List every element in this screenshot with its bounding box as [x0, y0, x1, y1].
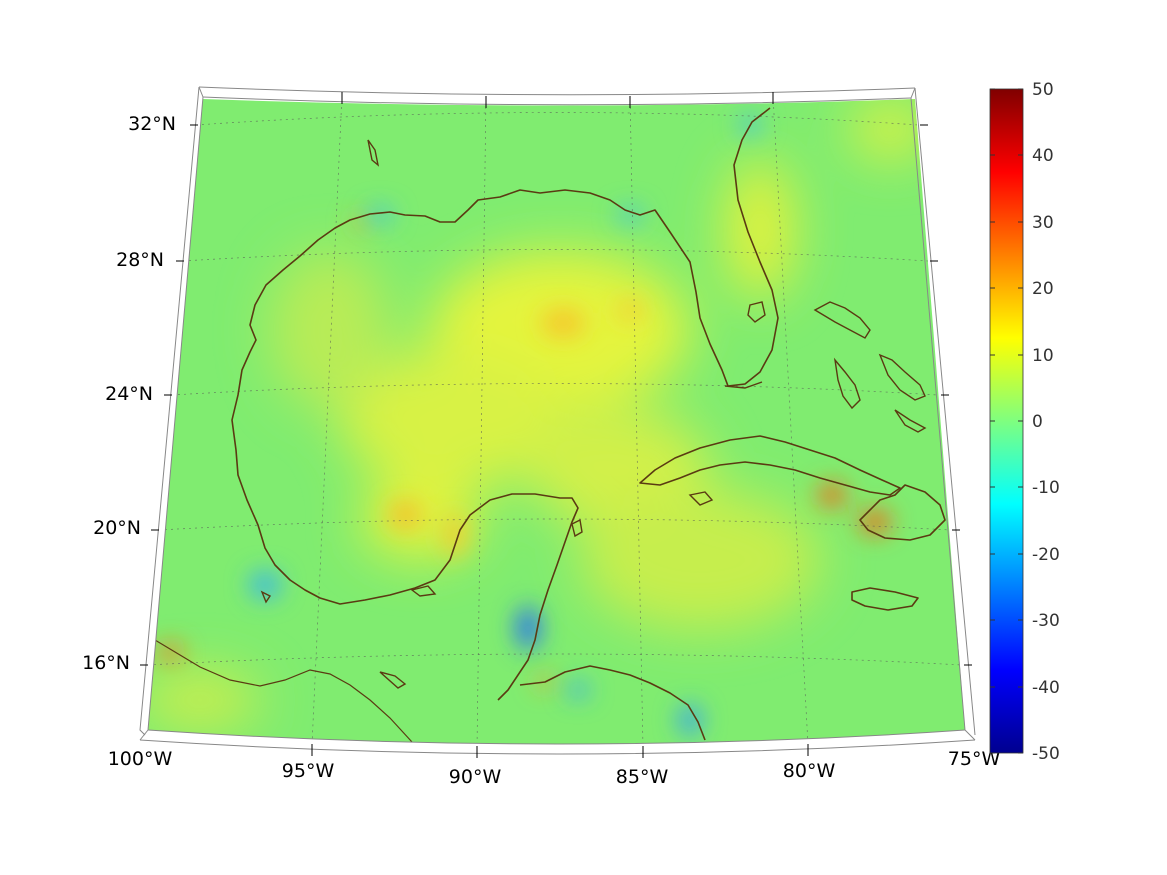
bahamas-3	[833, 357, 861, 410]
colorbar-ticks	[990, 88, 1023, 754]
lat-label: 32°N	[128, 113, 176, 135]
bahamas-4	[894, 409, 927, 433]
gulf-coast	[231, 107, 779, 701]
colorbar-label: 40	[1032, 146, 1054, 166]
colorbar-label: 30	[1032, 213, 1054, 233]
coast-bit-3	[410, 585, 437, 597]
central-america-coast	[519, 665, 706, 741]
graticule	[148, 99, 963, 744]
colorbar-label: -20	[1032, 545, 1060, 565]
colorbar: 50 40 30 20 10 0 -10 -20 -30 -40 -50	[989, 80, 1060, 764]
lon-label: 80°W	[783, 760, 836, 782]
coastlines	[154, 107, 946, 743]
cold-spots	[249, 115, 762, 736]
cozumel	[571, 518, 583, 538]
colorbar-label: -10	[1032, 478, 1060, 498]
lon-label: 100°W	[108, 748, 173, 770]
coast-bit-2	[260, 590, 272, 604]
jamaica-coast	[851, 587, 919, 611]
bahamas-1	[813, 301, 871, 339]
longitude-labels: 100°W 95°W 90°W 85°W 80°W 75°W	[108, 748, 1001, 788]
colorbar-label: 0	[1032, 412, 1043, 432]
keys	[724, 381, 763, 389]
latitude-labels: 32°N 28°N 24°N 20°N 16°N	[82, 113, 176, 674]
colorbar-label: 20	[1032, 279, 1054, 299]
cuba-coast	[639, 435, 901, 496]
frame-ticks	[140, 92, 972, 758]
florida-lake	[747, 301, 766, 323]
warm-patches	[148, 100, 930, 730]
lon-label: 85°W	[616, 766, 669, 788]
colorbar-label: 10	[1032, 346, 1054, 366]
map-frame	[139, 86, 976, 755]
lon-label: 75°W	[948, 748, 1001, 770]
hispaniola-coast	[859, 484, 946, 541]
colorbar-label: -40	[1032, 678, 1060, 698]
colorbar-label: -30	[1032, 611, 1060, 631]
lat-label: 24°N	[105, 383, 153, 405]
coast-bit-4	[379, 671, 407, 689]
colorbar-label: 50	[1032, 80, 1054, 100]
anomaly-field	[148, 99, 965, 744]
isla-juventud	[688, 491, 714, 506]
pacific-coast	[154, 639, 413, 743]
coast-bit-1	[367, 139, 380, 167]
lon-label: 95°W	[282, 760, 335, 782]
lat-label: 16°N	[82, 652, 130, 674]
colorbar-label: -50	[1032, 744, 1060, 764]
lon-label: 90°W	[449, 766, 502, 788]
lat-label: 20°N	[93, 517, 141, 539]
bahamas-2	[878, 353, 926, 401]
lat-label: 28°N	[116, 249, 164, 271]
